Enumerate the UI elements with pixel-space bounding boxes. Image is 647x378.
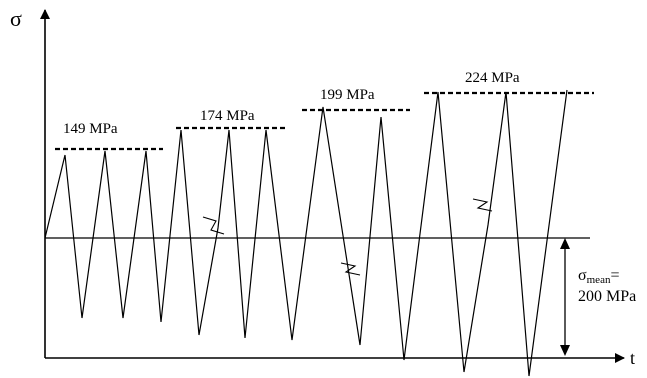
peak-level-label: 199 MPa: [320, 87, 375, 103]
x-axis-symbol: t: [630, 348, 635, 368]
mean-stress-value: 200 MPa: [578, 288, 636, 305]
break-mark: [472, 198, 493, 212]
mean-equals: =: [610, 267, 619, 284]
mean-subscript: mean: [587, 274, 611, 286]
peak-level-label: 174 MPa: [200, 108, 255, 124]
mean-stress-label: σmean=: [578, 267, 619, 286]
y-axis-symbol: σ: [10, 6, 22, 31]
mean-symbol: σ: [578, 267, 587, 284]
peak-level-label: 149 MPa: [63, 121, 118, 137]
break-mark: [202, 216, 225, 235]
break-mark: [340, 262, 361, 276]
arrowhead-down: [560, 345, 570, 356]
loading-waveform: [44, 89, 568, 377]
peak-level-label: 224 MPa: [465, 70, 520, 86]
arrowhead-up: [560, 238, 570, 249]
